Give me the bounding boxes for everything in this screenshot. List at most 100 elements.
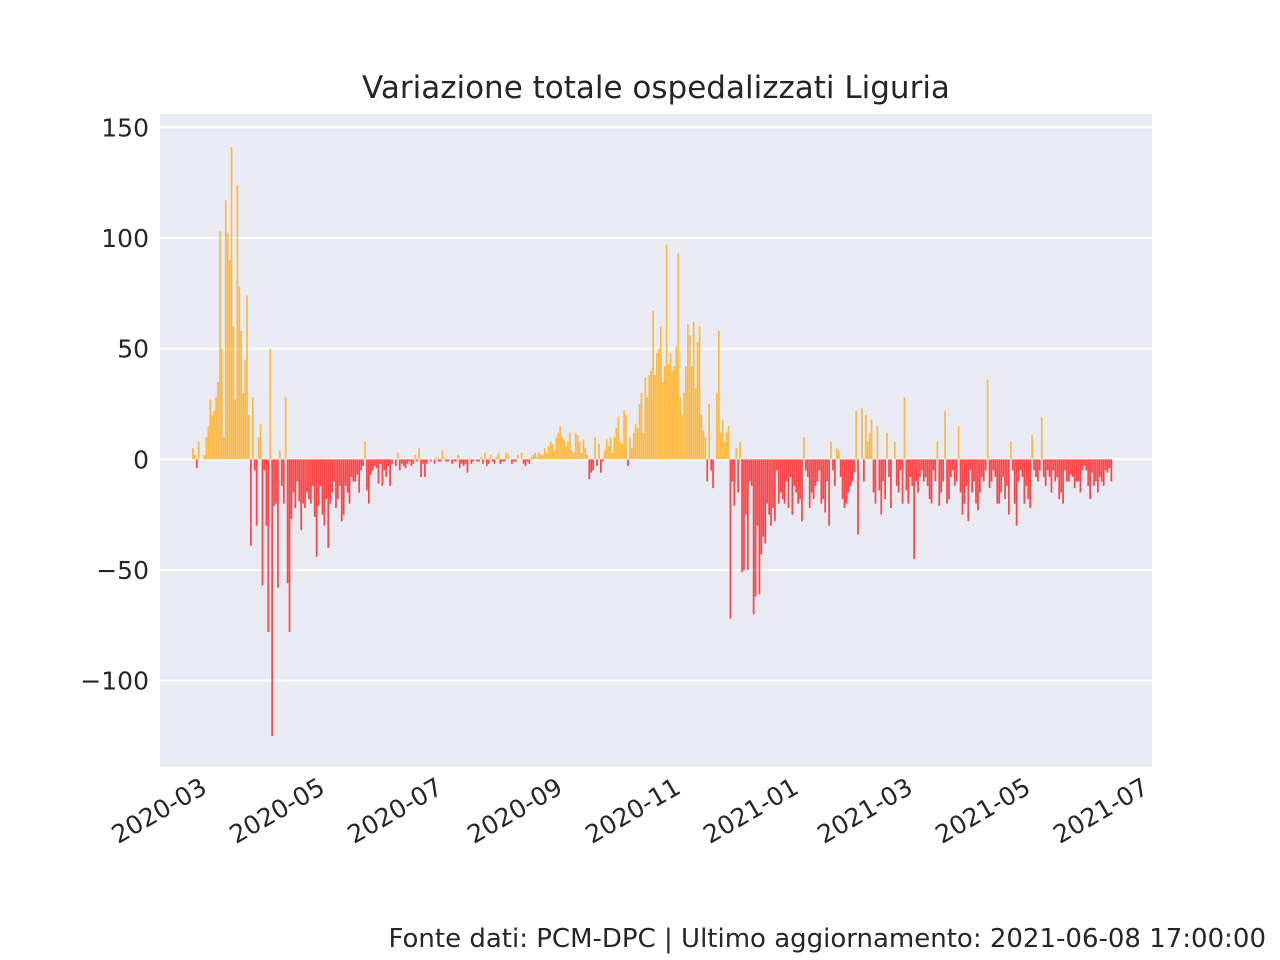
bar [915,459,917,482]
bar [373,459,376,466]
bar [236,184,239,460]
bar [279,450,281,460]
bar [936,441,939,460]
bar [242,392,245,460]
bar [797,459,799,504]
bar [600,459,602,473]
bar [265,459,268,526]
bar [454,459,457,462]
bar [812,459,815,500]
bar [922,459,925,482]
bar [909,459,912,478]
bar [335,459,337,509]
bar [248,415,250,460]
bar [630,448,633,460]
bar [460,459,463,464]
bar [1008,459,1010,515]
bar [468,457,471,460]
bar [228,260,231,460]
bar [762,459,765,537]
bar [520,452,523,460]
bar [298,459,301,502]
bar [810,459,813,493]
bar [775,459,778,471]
bar [424,459,426,478]
bar [756,459,759,526]
bar [592,459,595,471]
bar [942,459,945,482]
bar [569,432,571,460]
bar [601,459,604,462]
bar [704,437,707,460]
bar [675,346,678,460]
bar [224,200,227,460]
bar [563,439,566,460]
bar [973,459,975,482]
bar [1087,459,1090,486]
bar [240,330,243,460]
bar [839,459,842,478]
bar [271,459,274,737]
bar [727,426,730,460]
bar [333,459,335,482]
bar [532,454,535,460]
bar [743,459,745,570]
bar [988,459,991,489]
bar [814,459,817,486]
bar [217,381,219,460]
bar [493,459,496,464]
bar [1054,459,1057,482]
bar [969,459,972,471]
bar [246,295,248,460]
bar [596,459,598,466]
bar [503,459,506,462]
bar [671,370,674,460]
bar [410,459,413,466]
bar [238,286,241,460]
bar [702,430,705,460]
bar [605,439,608,460]
bar [864,415,867,460]
bar [456,454,459,460]
y-tick-label: −100 [80,667,149,696]
bar [946,459,948,504]
bar [584,448,587,460]
bar [344,459,347,486]
bar [340,459,343,522]
bar [779,459,782,493]
bar [820,459,823,504]
bar [337,459,339,500]
bar [362,459,364,466]
y-tick-label: −50 [96,556,149,585]
bar [808,459,811,509]
bar [1079,459,1082,493]
bar [950,459,952,478]
bar [932,459,935,471]
bar [528,459,531,464]
x-tick-label: 2020-11 [580,772,685,849]
y-axis: 150 100 50 0 −50 −100 [80,113,149,695]
bar [621,443,624,460]
bar [745,459,747,515]
bar [642,432,645,460]
bar [418,448,420,460]
bar [835,448,838,460]
bar [681,415,683,460]
bar [613,437,616,460]
bar [998,459,1001,504]
bar [837,450,840,460]
bar [706,459,709,482]
bar [716,392,718,460]
bar [302,459,304,504]
bar [439,459,442,462]
bar [1013,459,1016,504]
bar [663,366,666,460]
bar [311,459,314,486]
bar [787,459,790,509]
bar [1019,459,1022,471]
bar [304,459,306,509]
y-tick-label: 100 [101,224,149,253]
bar [629,437,631,460]
bar [203,454,206,460]
bar [586,454,589,460]
